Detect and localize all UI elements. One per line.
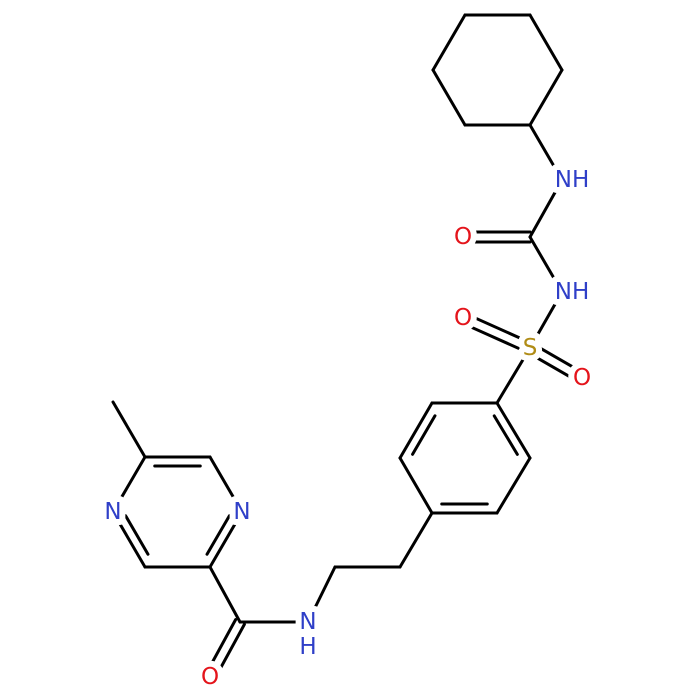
atom-label: N [299, 609, 316, 635]
atom-label: N [104, 499, 121, 525]
bond [528, 68, 564, 127]
atom-label: NH [555, 279, 590, 305]
bond [111, 455, 147, 514]
bond [526, 350, 582, 384]
bond [528, 235, 564, 294]
bond [205, 514, 231, 556]
atom-label: N [233, 499, 250, 525]
bond [459, 321, 530, 355]
bond [495, 456, 532, 515]
bond [528, 13, 564, 72]
atom-labels: NH O NH S O O N H O N N [98, 161, 597, 696]
bond [111, 400, 147, 459]
bond [212, 622, 246, 681]
bond [111, 510, 147, 569]
bond [431, 68, 467, 127]
bond [463, 311, 534, 345]
atom-label: O [454, 305, 472, 331]
bond [398, 511, 434, 569]
bond [204, 618, 238, 677]
bond [528, 123, 564, 182]
bond [208, 510, 244, 569]
bond [411, 414, 437, 456]
bond [208, 455, 244, 514]
atom-label: O [454, 224, 472, 250]
atom-label: O [201, 664, 219, 690]
bond [528, 290, 564, 350]
bond [492, 414, 519, 456]
bond [530, 342, 586, 376]
bond [528, 178, 564, 239]
bond [398, 401, 434, 460]
atom-label: S [523, 335, 538, 361]
atom-label: NH [555, 167, 590, 193]
bond [124, 514, 150, 556]
bond [208, 565, 242, 624]
bonds [111, 13, 586, 681]
atom-label: O [573, 365, 591, 391]
bond [431, 13, 467, 72]
bond [306, 565, 337, 624]
atom-label: H [299, 634, 316, 660]
bond [495, 401, 532, 460]
bond [495, 346, 532, 405]
bond [398, 456, 434, 515]
